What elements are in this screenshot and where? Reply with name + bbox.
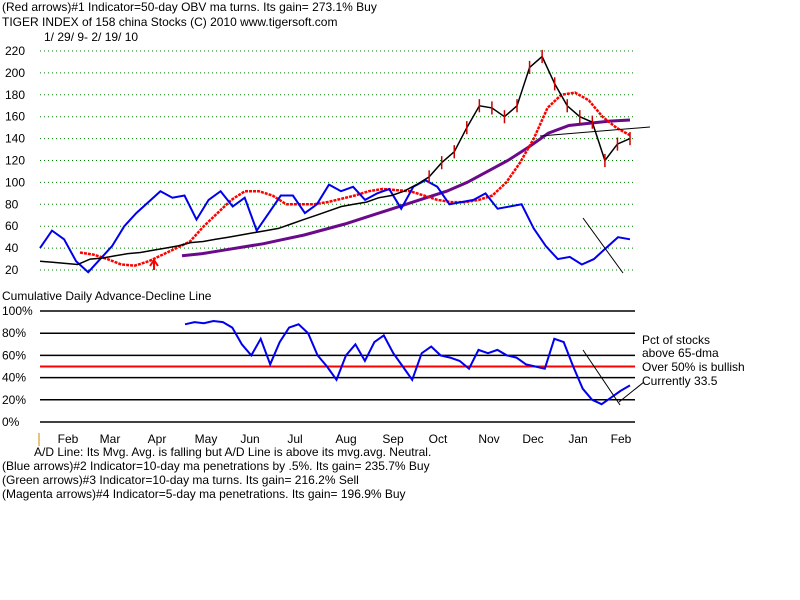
upper-gridlines	[40, 50, 635, 271]
y-tick-label: 20%	[2, 393, 26, 407]
chart-title: TIGER INDEX of 158 china Stocks (C) 2010…	[2, 15, 338, 29]
ma-50-line	[79, 91, 631, 267]
header-indicator-1: (Red arrows)#1 Indicator=50-day OBV ma t…	[2, 0, 377, 14]
y-tick-label: 40%	[2, 371, 26, 385]
date-range: 1/ 29/ 9- 2/ 19/ 10	[44, 30, 139, 44]
y-tick-label: 220	[5, 44, 25, 58]
pct-annotation-2: above 65-dma	[642, 346, 719, 360]
footer-indicator-2: (Blue arrows)#2 Indicator=10-day ma pene…	[2, 459, 430, 473]
axis-labels: 220 200 180 160 140 120 100 80 60 40 20 100% 80% 60% 4…	[2, 44, 632, 446]
x-tick-label: Jul	[287, 432, 302, 446]
x-tick-label: Feb	[611, 432, 632, 446]
x-tick-label: Jun	[240, 432, 259, 446]
x-tick-label: Dec	[522, 432, 543, 446]
ad-line-title: Cumulative Daily Advance-Decline Line	[2, 289, 212, 303]
pct-annotation-3: Over 50% is bullish	[642, 360, 745, 374]
x-tick-label: Apr	[148, 432, 167, 446]
y-tick-label: 40	[5, 241, 19, 255]
x-tick-label: Feb	[58, 432, 79, 446]
x-tick-label: Nov	[478, 432, 499, 446]
y-tick-label: 140	[5, 132, 25, 146]
pct-above-65dma-line	[39, 179, 631, 274]
pct-annotation-4: Currently 33.5	[642, 374, 718, 388]
y-tick-label: 0%	[2, 415, 20, 429]
resistance-trendline	[539, 126, 651, 137]
lower-series	[184, 319, 631, 406]
x-tick-label: Aug	[335, 432, 356, 446]
y-tick-label: 120	[5, 154, 25, 168]
ad-line-status: A/D Line: Its Mvg. Avg. is falling but A…	[34, 445, 432, 459]
x-tick-label: Mar	[100, 432, 121, 446]
y-tick-label: 160	[5, 110, 25, 124]
x-tick-label: Oct	[429, 432, 448, 446]
upper-series	[39, 49, 631, 274]
current-pointer-line	[618, 381, 645, 403]
x-tick-label: Jan	[568, 432, 587, 446]
y-tick-label: 20	[5, 263, 19, 277]
y-tick-label: 80	[5, 197, 19, 211]
y-tick-label: 100	[5, 175, 25, 189]
ma-200-line	[181, 118, 631, 258]
footer-indicator-3: (Green arrows)#3 Indicator=10-day ma tur…	[2, 473, 359, 487]
downtrend-line	[582, 217, 624, 274]
tiger-index-price	[39, 55, 631, 266]
x-tick-label: May	[195, 432, 218, 446]
footer-indicator-4: (Magenta arrows)#4 Indicator=5-day ma pe…	[2, 487, 406, 501]
y-tick-label: 60	[5, 219, 19, 233]
y-tick-label: 80%	[2, 326, 26, 340]
y-tick-label: 180	[5, 88, 25, 102]
y-tick-label: 100%	[2, 304, 33, 318]
y-tick-label: 200	[5, 66, 25, 80]
pct-annotation-1: Pct of stocks	[642, 333, 711, 347]
ad-line	[184, 319, 631, 406]
buy-arrow-icon	[149, 258, 159, 270]
y-tick-label: 60%	[2, 348, 26, 362]
ad-downtrend-line	[582, 349, 621, 406]
x-tick-label: Sep	[382, 432, 404, 446]
